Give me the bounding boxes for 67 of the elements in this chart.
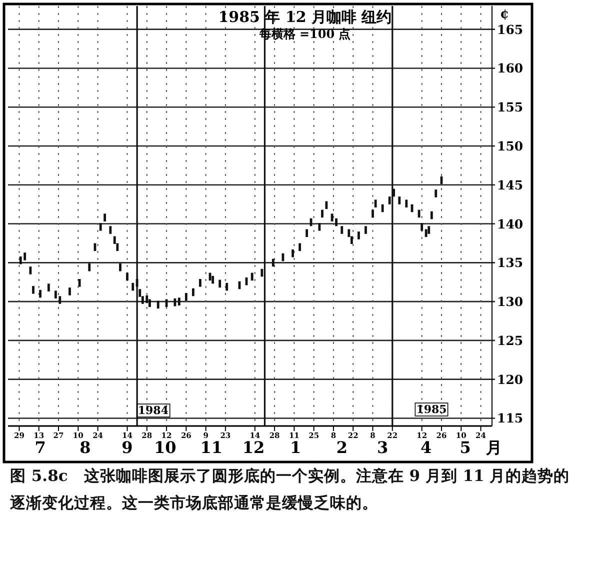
bar: [430, 211, 433, 220]
bar: [132, 282, 134, 291]
bar: [68, 288, 71, 296]
bar: [109, 226, 112, 234]
bar: [424, 229, 428, 237]
x2-tick-label: 1: [290, 438, 302, 457]
x2-tick-label: 3: [377, 438, 388, 457]
bar: [29, 266, 32, 274]
x-axis-title: 月: [485, 438, 502, 457]
bar: [292, 249, 294, 258]
y-tick-label: 155: [497, 100, 524, 115]
bar: [126, 272, 128, 281]
bar: [198, 279, 202, 287]
bar: [174, 298, 176, 306]
caption: 图 5.8c 这张咖啡图展示了圆形底的一个实例。注意在 9 月到 11 月的趋势的逐渐变化过程。这一类市场底部通常是缓慢乏味的。: [10, 465, 571, 514]
x2-tick-label: 2: [336, 438, 348, 457]
bar: [318, 223, 321, 231]
bar: [272, 258, 274, 267]
y-tick-label: 160: [497, 60, 524, 76]
bar: [19, 256, 22, 264]
bar: [218, 280, 222, 288]
bar: [358, 232, 360, 240]
bar: [428, 226, 430, 234]
bar: [306, 229, 308, 237]
bar: [364, 226, 367, 234]
bar: [178, 298, 180, 306]
bar: [420, 223, 424, 231]
y-tick-label: 135: [497, 255, 524, 270]
bar: [405, 200, 408, 208]
bar: [24, 252, 26, 260]
y-tick-label: 120: [497, 372, 524, 387]
y-tick-label: 145: [497, 177, 524, 192]
bar: [250, 272, 254, 281]
bar: [32, 286, 34, 294]
bar: [119, 263, 122, 272]
bar: [321, 210, 324, 218]
y-tick-label: 115: [497, 410, 524, 426]
annotation: 1985: [416, 403, 447, 416]
bar: [226, 282, 228, 291]
bar: [148, 299, 151, 307]
bar: [39, 290, 42, 298]
bar: [372, 210, 374, 218]
bar: [99, 223, 102, 231]
bar: [381, 204, 384, 212]
y-axis-title: ¢: [500, 7, 510, 22]
bar: [298, 243, 302, 251]
bar: [146, 295, 148, 304]
x2-tick-label: 4: [420, 438, 432, 457]
y-tick-label: 165: [497, 22, 524, 37]
bar: [192, 288, 194, 296]
bar: [156, 300, 160, 309]
bar: [88, 263, 91, 272]
bar: [374, 200, 377, 208]
y-tick-label: 125: [497, 332, 524, 348]
bar: [212, 276, 214, 284]
bar: [398, 196, 401, 204]
bar: [184, 293, 188, 301]
bar: [104, 214, 106, 222]
y-tick-label: 140: [497, 216, 524, 232]
y-tick-label: 150: [497, 138, 524, 154]
bar: [434, 190, 438, 198]
annotation: 1984: [138, 404, 169, 417]
bar: [47, 284, 50, 292]
y-tick-label: 130: [497, 294, 524, 310]
bar: [340, 226, 344, 234]
x2-tick-label: 7: [34, 438, 46, 457]
x2-tick-label: 5: [460, 438, 471, 457]
